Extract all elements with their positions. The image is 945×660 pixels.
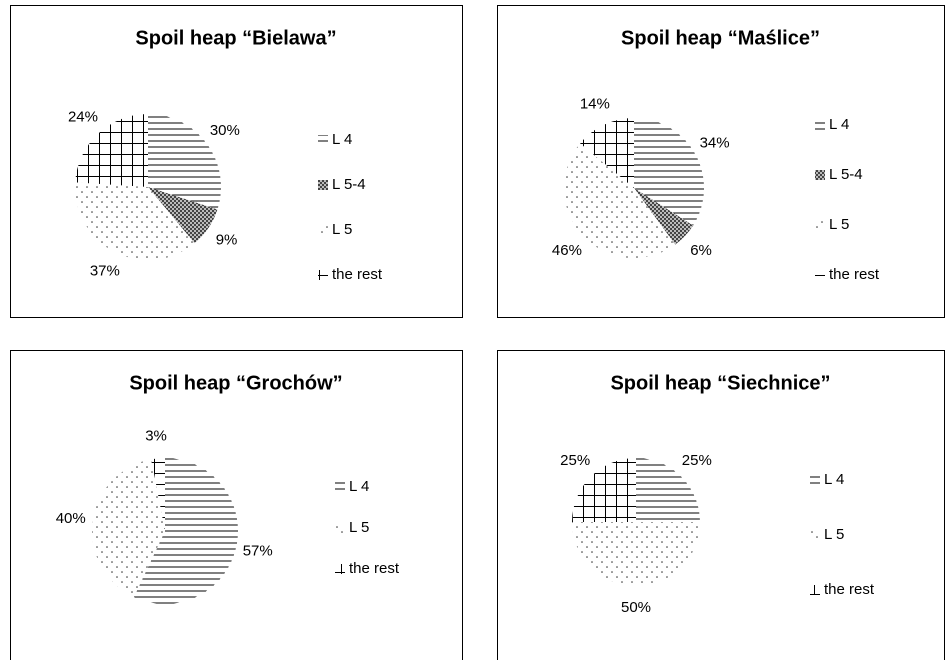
legend-swatch [815,270,825,280]
legend-swatch [815,120,825,130]
pie-slice [91,459,165,598]
data-label: 3% [145,427,167,444]
legend-swatch [810,585,820,595]
data-label: 25% [682,452,712,469]
data-label: 37% [90,263,120,280]
legend-swatch [810,475,820,485]
data-label: 34% [700,135,730,152]
pie-slice [572,458,636,522]
pie-slice [133,458,238,604]
legend-swatch [318,270,328,280]
chart-title: Spoil heap “Bielawa” [135,27,336,49]
pie-slice [580,118,634,188]
legend-label: L 5-4 [829,166,863,183]
pie-slice [634,188,694,245]
chart-frame [497,350,945,660]
pie-slice [636,458,700,522]
data-label: 14% [580,96,610,113]
legend-label: the rest [824,581,875,598]
legend-label: L 5 [332,221,352,238]
data-label: 50% [621,599,651,616]
legend-label: L 5 [349,519,369,536]
data-label: 9% [216,231,238,248]
pie-slice [148,114,221,210]
legend-swatch [815,220,825,230]
legend-label: L 4 [829,116,849,133]
legend-swatch [335,564,345,574]
legend-label: L 5 [824,526,844,543]
chart-title: Spoil heap “Siechnice” [610,372,830,394]
chart-frame [10,5,463,318]
legend-label: the rest [349,560,400,577]
data-label: 6% [690,242,712,259]
pie-slice [148,187,218,244]
legend-swatch [318,180,328,190]
legend-swatch [318,135,328,145]
legend-swatch [810,530,820,540]
pie-slice [75,182,195,260]
legend-swatch [335,523,345,533]
data-label: 46% [552,242,582,259]
data-label: 25% [560,452,590,469]
legend-swatch [318,225,328,235]
chart-frame [10,350,463,660]
pie-slice [151,458,165,531]
chart-title: Spoil heap “Maślice” [621,27,820,49]
data-label: 24% [68,109,98,126]
legend-label: the rest [829,266,880,283]
pie-slice [564,143,676,258]
data-label: 30% [210,122,240,139]
data-label: 40% [56,510,86,527]
legend-label: the rest [332,266,383,283]
pie-slice [75,114,148,187]
legend-label: L 4 [824,471,844,488]
legend-label: L 5 [829,216,849,233]
legend-label: L 5-4 [332,176,366,193]
pie-slice [572,522,700,586]
legend-label: L 4 [332,131,352,148]
pie-slice [634,118,704,226]
data-label: 57% [243,543,273,560]
chart-title: Spoil heap “Grochów” [129,372,342,394]
legend-swatch [335,482,345,492]
legend-swatch [815,170,825,180]
legend-label: L 4 [349,478,369,495]
